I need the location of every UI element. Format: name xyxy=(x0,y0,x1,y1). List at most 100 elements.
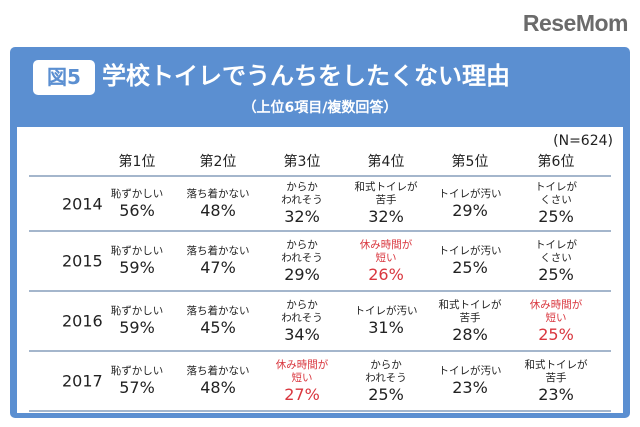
reason-cell: 恥ずかしい 59% xyxy=(95,232,179,290)
reason-cell: トイレが汚い 31% xyxy=(344,292,428,350)
reason-cell: 落ち着かない 45% xyxy=(176,292,260,350)
reason-percent: 25% xyxy=(538,324,574,344)
row-divider xyxy=(29,350,611,352)
table-row: 2016 恥ずかしい 59% 落ち着かない 45% からか われそう 34% トイレが汚い 31%… xyxy=(17,292,623,350)
reason-cell: 和式トイレが 苦手 32% xyxy=(344,177,428,230)
table-row: 2015 恥ずかしい 59% 落ち着かない 47% からか われそう 29% 休み時間が 短い 26… xyxy=(17,232,623,290)
column-header: 第6位 xyxy=(537,154,575,170)
reason-label: 落ち着かない xyxy=(186,305,250,317)
reason-label: 恥ずかしい xyxy=(110,305,164,317)
reason-label: トイレが汚い xyxy=(438,365,502,377)
resemom-logo: ReseMom xyxy=(522,10,629,36)
reason-cell: からか われそう 34% xyxy=(260,292,344,350)
reason-label: くさい xyxy=(540,194,572,206)
reason-percent: 27% xyxy=(284,384,320,404)
reason-label: 恥ずかしい xyxy=(110,365,164,377)
reason-percent: 32% xyxy=(284,207,320,226)
reason-percent: 29% xyxy=(284,264,320,284)
reason-cell: 恥ずかしい 56% xyxy=(95,177,179,230)
reason-label: われそう xyxy=(365,371,407,384)
reason-cell: 休み時間が 短い 27% xyxy=(260,352,344,410)
reason-percent: 56% xyxy=(119,200,155,220)
reason-cell: からか われそう 32% xyxy=(260,177,344,230)
reason-label: 落ち着かない xyxy=(186,245,250,257)
reason-cell: 恥ずかしい 59% xyxy=(95,292,179,350)
reason-label: トイレが xyxy=(535,238,577,251)
reason-percent: 25% xyxy=(452,258,488,277)
reason-label: トイレが xyxy=(535,181,577,193)
reason-label: 苦手 xyxy=(375,194,397,206)
reason-label: われそう xyxy=(281,311,323,324)
reason-label: 和式トイレが xyxy=(438,298,502,311)
reason-percent: 48% xyxy=(200,200,236,220)
reason-percent: 57% xyxy=(119,378,155,397)
reason-percent: 28% xyxy=(452,324,488,344)
reason-cell: トイレが汚い 25% xyxy=(428,232,512,290)
column-header: 第4位 xyxy=(367,154,405,170)
column-header: 第2位 xyxy=(199,154,237,170)
reason-cell: トイレが くさい 25% xyxy=(514,177,598,230)
year-label: 2017 xyxy=(62,371,103,391)
row-divider xyxy=(29,230,611,232)
reason-label: トイレが汚い xyxy=(438,245,502,257)
reason-label: トイレが汚い xyxy=(354,305,418,317)
reason-label: 和式トイレが xyxy=(524,358,588,371)
reason-cell: 休み時間が 短い 26% xyxy=(344,232,428,290)
reason-label: 落ち着かない xyxy=(186,365,250,377)
reason-percent: 29% xyxy=(452,200,488,220)
figure-badge: 図5 xyxy=(33,60,95,95)
reason-percent: 25% xyxy=(538,207,574,226)
reason-cell: 落ち着かない 48% xyxy=(176,177,260,230)
reason-cell: 和式トイレが 苦手 23% xyxy=(514,352,598,410)
year-label: 2015 xyxy=(62,251,103,271)
reason-percent: 23% xyxy=(452,378,488,397)
reason-label: からか xyxy=(370,358,402,371)
reason-label: 休み時間が xyxy=(359,238,413,251)
reason-percent: 59% xyxy=(119,258,155,277)
reason-label: われそう xyxy=(281,194,323,206)
reason-label: からか xyxy=(286,181,318,193)
reason-label: くさい xyxy=(540,251,572,264)
reason-cell: からか われそう 29% xyxy=(260,232,344,290)
reason-cell: トイレが くさい 25% xyxy=(514,232,598,290)
year-label: 2014 xyxy=(62,194,103,213)
figure-panel: 図5 学校トイレでうんちをしたくない理由 （上位6項目/複数回答） (N=624… xyxy=(10,47,630,418)
reason-percent: 59% xyxy=(119,318,155,337)
reason-label: 短い xyxy=(291,371,313,384)
reason-label: トイレが汚い xyxy=(438,187,502,200)
reason-percent: 31% xyxy=(368,318,404,337)
reason-label: からか xyxy=(286,238,318,251)
reason-label: 苦手 xyxy=(459,311,481,324)
reason-percent: 25% xyxy=(368,384,404,404)
reason-percent: 47% xyxy=(200,258,236,277)
reason-percent: 26% xyxy=(368,264,404,284)
reason-label: われそう xyxy=(281,251,323,264)
reason-label: 和式トイレが xyxy=(354,181,418,193)
reason-percent: 45% xyxy=(200,318,236,337)
reason-percent: 48% xyxy=(200,378,236,397)
reason-cell: からか われそう 25% xyxy=(344,352,428,410)
year-label: 2016 xyxy=(62,311,103,331)
ranking-table: (N=624) 第1位 第2位 第3位 第4位 第5位 第6位 2014 恥ずかしい 56% 落ち… xyxy=(17,127,623,413)
column-header: 第1位 xyxy=(118,154,156,170)
reason-cell: 落ち着かない 47% xyxy=(176,232,260,290)
column-header: 第3位 xyxy=(283,154,321,170)
reason-percent: 23% xyxy=(538,384,574,404)
figure-subtitle: （上位6項目/複数回答） xyxy=(242,100,398,116)
row-divider xyxy=(29,410,611,412)
reason-label: 苦手 xyxy=(545,371,567,384)
reason-label: 落ち着かない xyxy=(186,187,250,200)
row-divider xyxy=(29,290,611,292)
row-divider xyxy=(29,175,611,177)
reason-percent: 34% xyxy=(284,324,320,344)
reason-cell: 落ち着かない 48% xyxy=(176,352,260,410)
reason-label: 恥ずかしい xyxy=(110,187,164,200)
reason-label: 短い xyxy=(375,251,397,264)
reason-cell: 休み時間が 短い 25% xyxy=(514,292,598,350)
reason-label: 短い xyxy=(545,311,567,324)
reason-label: からか xyxy=(286,298,318,311)
reason-label: 休み時間が xyxy=(529,298,583,311)
reason-percent: 32% xyxy=(368,207,404,226)
reason-cell: 和式トイレが 苦手 28% xyxy=(428,292,512,350)
reason-label: 休み時間が xyxy=(275,358,329,371)
